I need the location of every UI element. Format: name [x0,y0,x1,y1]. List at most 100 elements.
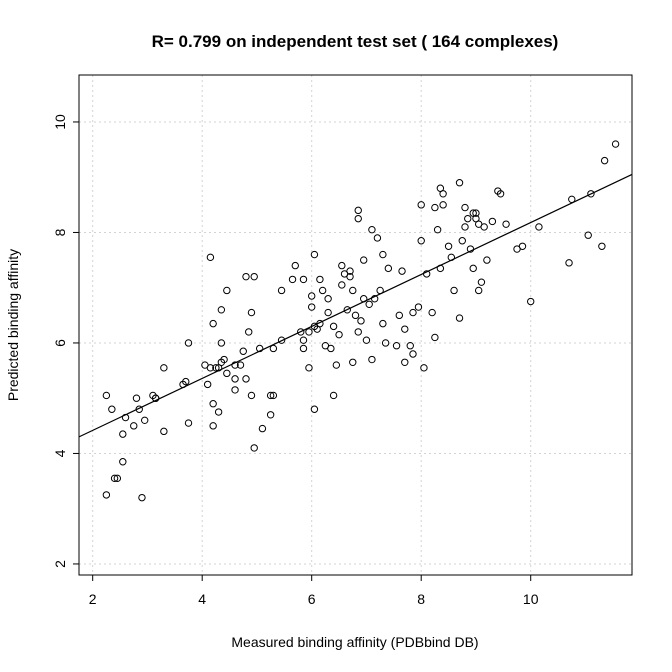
data-point [431,333,439,342]
data-point [102,491,111,499]
data-point [420,364,428,372]
data-point [212,364,220,372]
x-tick-label: 10 [523,591,539,607]
data-point [381,339,390,347]
data-point [464,214,472,223]
data-point [488,217,497,226]
data-point [160,427,168,436]
data-point [422,270,431,278]
plot-frame [78,74,633,576]
data-point [231,375,239,383]
data-point [417,201,425,209]
regression-line-group [78,173,633,438]
data-point [611,140,620,148]
data-point [119,458,127,466]
data-point [365,300,373,308]
data-point [535,223,543,231]
data-point [444,242,453,250]
data-point [469,209,477,217]
data-point [277,286,286,295]
data-point [360,256,368,264]
data-point [409,350,417,358]
data-point [439,190,447,198]
data-point [223,286,231,295]
y-tick-label: 8 [52,228,68,236]
data-point [466,245,475,253]
data-point [255,344,264,353]
data-point [568,195,576,204]
data-point [110,474,119,483]
data-point [266,391,275,400]
data-point [357,317,365,325]
data-point [338,261,346,270]
data-point [138,493,146,502]
data-point [474,286,483,295]
data-point [113,474,122,483]
data-point [220,355,228,364]
y-tick-label: 4 [52,449,68,457]
data-point [332,361,341,369]
data-point [245,328,253,336]
y-tick-label: 6 [52,339,68,347]
grid-lines [79,75,632,575]
data-point [395,311,404,320]
data-point [392,342,401,350]
regression-line [78,173,633,438]
data-point [316,319,324,328]
data-point [291,261,299,270]
data-point [384,264,393,273]
data-point [362,336,371,344]
data-point [433,225,442,234]
data-point [236,361,245,369]
data-point [354,206,362,215]
data-point [401,358,409,366]
data-point [401,325,409,333]
data-point [502,220,510,228]
data-point [141,416,149,425]
data-point [231,361,239,369]
data-point [496,190,505,198]
data-point [231,386,239,394]
data-point [600,156,609,165]
data-point [209,422,217,430]
data-point [518,242,527,250]
data-point [269,391,278,400]
data-point [368,225,376,234]
data-point [250,444,258,452]
data-point [277,336,286,344]
data-point [428,308,436,317]
data-point [324,295,332,303]
data-point [398,267,406,275]
data-point [458,237,466,245]
data-point [321,342,330,350]
data-point [527,297,535,306]
data-point [329,322,338,331]
data-point [461,223,469,231]
data-point [310,250,319,259]
data-point [184,339,193,347]
data-point [160,364,168,372]
data-point [135,405,143,413]
data-point [242,375,250,383]
data-point [209,319,217,328]
data-point [598,242,606,250]
data-point [469,264,477,273]
data-point [480,223,488,231]
data-point [354,214,362,223]
data-point [250,272,258,281]
data-point [288,275,297,284]
data-point [247,391,256,400]
data-point [349,286,357,295]
x-tick-label: 4 [198,591,206,607]
data-point [182,377,190,386]
data-point [217,306,226,314]
data-point [338,281,346,289]
data-point [206,253,215,262]
x-tick-label: 6 [308,591,316,607]
data-point [223,369,231,378]
data-point [305,328,313,336]
data-point [209,400,217,408]
data-point [360,295,368,303]
data-point [324,308,332,317]
